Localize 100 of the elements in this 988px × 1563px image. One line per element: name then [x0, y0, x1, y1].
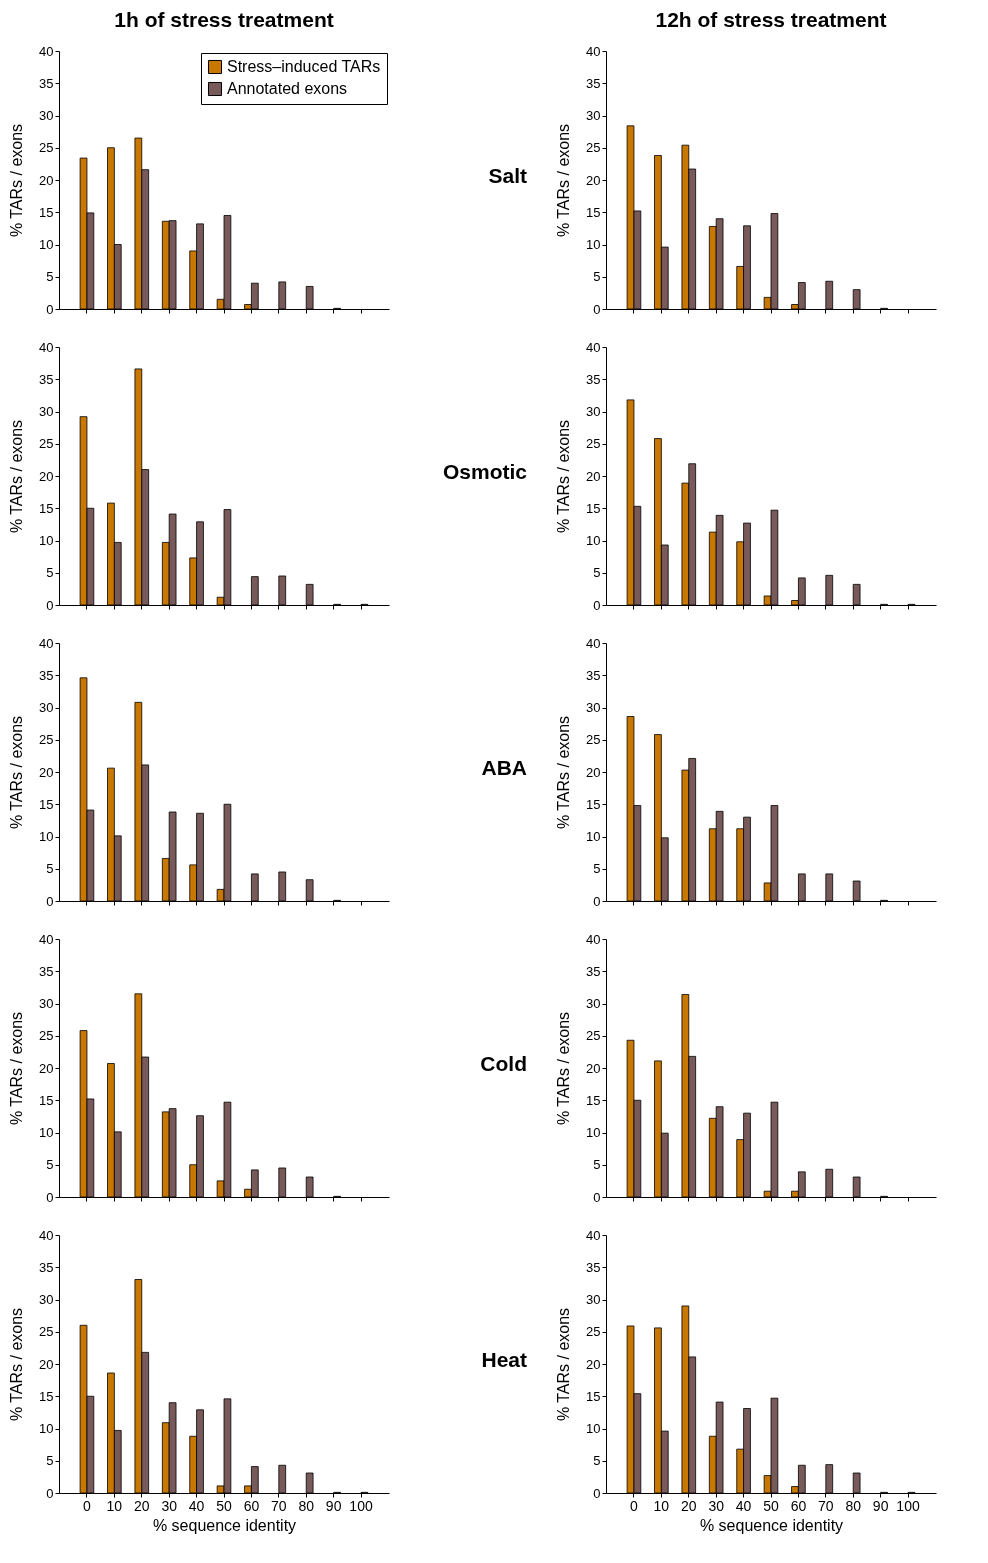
- x-tick-label: 90: [325, 1497, 342, 1514]
- text: Osmotic: [442, 460, 528, 484]
- legend-label: Annotated exons: [227, 80, 348, 97]
- y-tick-label: 40: [39, 635, 54, 651]
- chart-title: 12h of stress treatment: [655, 8, 887, 31]
- y-tick-label: 15: [586, 500, 601, 516]
- y-tick-label: 35: [39, 75, 54, 91]
- y-tick-label: 0: [46, 1189, 54, 1205]
- y-tick-label: 35: [586, 1259, 601, 1275]
- y-tick-label: 40: [586, 1227, 601, 1243]
- x-tick-label: 80: [845, 1497, 862, 1514]
- y-tick-label: 0: [46, 301, 54, 317]
- y-tick-label: 30: [39, 108, 54, 123]
- y-tick-label: 30: [586, 996, 601, 1011]
- y-tick-label: 10: [586, 1125, 601, 1140]
- x-tick-label: 60: [243, 1497, 260, 1514]
- x-tick-label: 70: [271, 1497, 287, 1514]
- y-tick-label: 25: [39, 1324, 54, 1340]
- text: ABA: [481, 756, 527, 780]
- y-tick-label: 35: [39, 371, 54, 387]
- y-tick-label: 30: [39, 700, 54, 715]
- y-tick-label: 40: [39, 1227, 54, 1243]
- legend-label: Stress–induced TARs: [227, 58, 381, 75]
- y-tick-label: 0: [46, 597, 54, 613]
- y-tick-label: 15: [586, 1388, 601, 1404]
- y-tick-label: 10: [39, 1421, 54, 1436]
- y-tick-label: 35: [586, 371, 601, 387]
- y-tick-label: 15: [586, 796, 601, 812]
- y-tick-label: 25: [39, 436, 54, 452]
- y-tick-label: 40: [586, 339, 601, 355]
- y-tick-label: 30: [39, 996, 54, 1011]
- y-tick-label: 35: [586, 667, 601, 683]
- y-axis-title: % TARs / exons: [555, 1307, 573, 1422]
- y-tick-label: 10: [586, 533, 601, 548]
- y-tick-label: 25: [586, 436, 601, 452]
- y-tick-label: 5: [46, 269, 54, 285]
- x-tick-label: 0: [630, 1497, 639, 1514]
- y-tick-label: 35: [39, 1259, 54, 1275]
- y-tick-label: 15: [39, 1092, 54, 1108]
- y-tick-label: 5: [46, 1453, 54, 1469]
- y-tick-label: 25: [586, 1324, 601, 1340]
- y-tick-label: 40: [586, 931, 601, 947]
- y-tick-label: 30: [586, 404, 601, 419]
- x-tick-label: 40: [735, 1497, 752, 1514]
- y-tick-label: 5: [593, 565, 601, 581]
- y-tick-label: 20: [586, 1060, 601, 1076]
- x-tick-label: 40: [188, 1497, 205, 1514]
- y-tick-label: 35: [586, 963, 601, 979]
- y-tick-label: 0: [593, 1189, 601, 1205]
- y-tick-label: 0: [593, 893, 601, 909]
- y-tick-label: 20: [586, 468, 601, 484]
- y-tick-label: 35: [586, 75, 601, 91]
- x-axis-title: % sequence identity: [699, 1516, 844, 1534]
- y-tick-label: 30: [586, 700, 601, 715]
- y-tick-label: 20: [39, 1356, 54, 1372]
- x-tick-label: 0: [83, 1497, 92, 1514]
- y-tick-label: 10: [39, 237, 54, 252]
- y-tick-label: 5: [46, 861, 54, 877]
- y-tick-label: 25: [39, 140, 54, 156]
- y-tick-label: 10: [39, 1125, 54, 1140]
- x-axis-title: % sequence identity: [152, 1516, 297, 1534]
- y-tick-label: 25: [39, 1028, 54, 1044]
- y-tick-label: 10: [586, 1421, 601, 1436]
- y-tick-label: 35: [39, 667, 54, 683]
- y-tick-label: 25: [39, 732, 54, 748]
- y-tick-label: 20: [39, 172, 54, 188]
- y-tick-label: 30: [586, 1292, 601, 1307]
- x-tick-label: 80: [298, 1497, 315, 1514]
- text: Cold: [480, 1052, 527, 1076]
- text: Heat: [481, 1348, 527, 1372]
- y-tick-label: 15: [39, 1388, 54, 1404]
- y-tick-label: 10: [39, 829, 54, 844]
- x-tick-label: 30: [708, 1497, 725, 1514]
- y-tick-label: 40: [39, 43, 54, 59]
- y-tick-label: 25: [586, 140, 601, 156]
- y-axis-title: % TARs / exons: [555, 715, 573, 830]
- x-tick-label: 70: [818, 1497, 834, 1514]
- y-tick-label: 15: [39, 500, 54, 516]
- y-tick-label: 0: [46, 1485, 54, 1501]
- y-tick-label: 5: [46, 565, 54, 581]
- chart-title: 1h of stress treatment: [114, 8, 334, 31]
- text: Salt: [488, 164, 527, 188]
- y-tick-label: 15: [586, 204, 601, 220]
- y-tick-label: 20: [39, 764, 54, 780]
- x-tick-label: 90: [872, 1497, 889, 1514]
- x-tick-label: 10: [653, 1497, 670, 1514]
- y-tick-label: 15: [39, 204, 54, 220]
- y-tick-label: 15: [586, 1092, 601, 1108]
- x-tick-label: 10: [106, 1497, 123, 1514]
- x-tick-label: 60: [790, 1497, 807, 1514]
- y-tick-label: 30: [39, 404, 54, 419]
- y-tick-label: 15: [39, 796, 54, 812]
- y-tick-label: 25: [586, 1028, 601, 1044]
- y-tick-label: 20: [39, 468, 54, 484]
- y-tick-label: 5: [593, 1453, 601, 1469]
- y-tick-label: 20: [586, 172, 601, 188]
- y-tick-label: 40: [39, 339, 54, 355]
- x-tick-label: 50: [216, 1497, 232, 1514]
- y-tick-label: 0: [593, 597, 601, 613]
- x-tick-label: 50: [763, 1497, 779, 1514]
